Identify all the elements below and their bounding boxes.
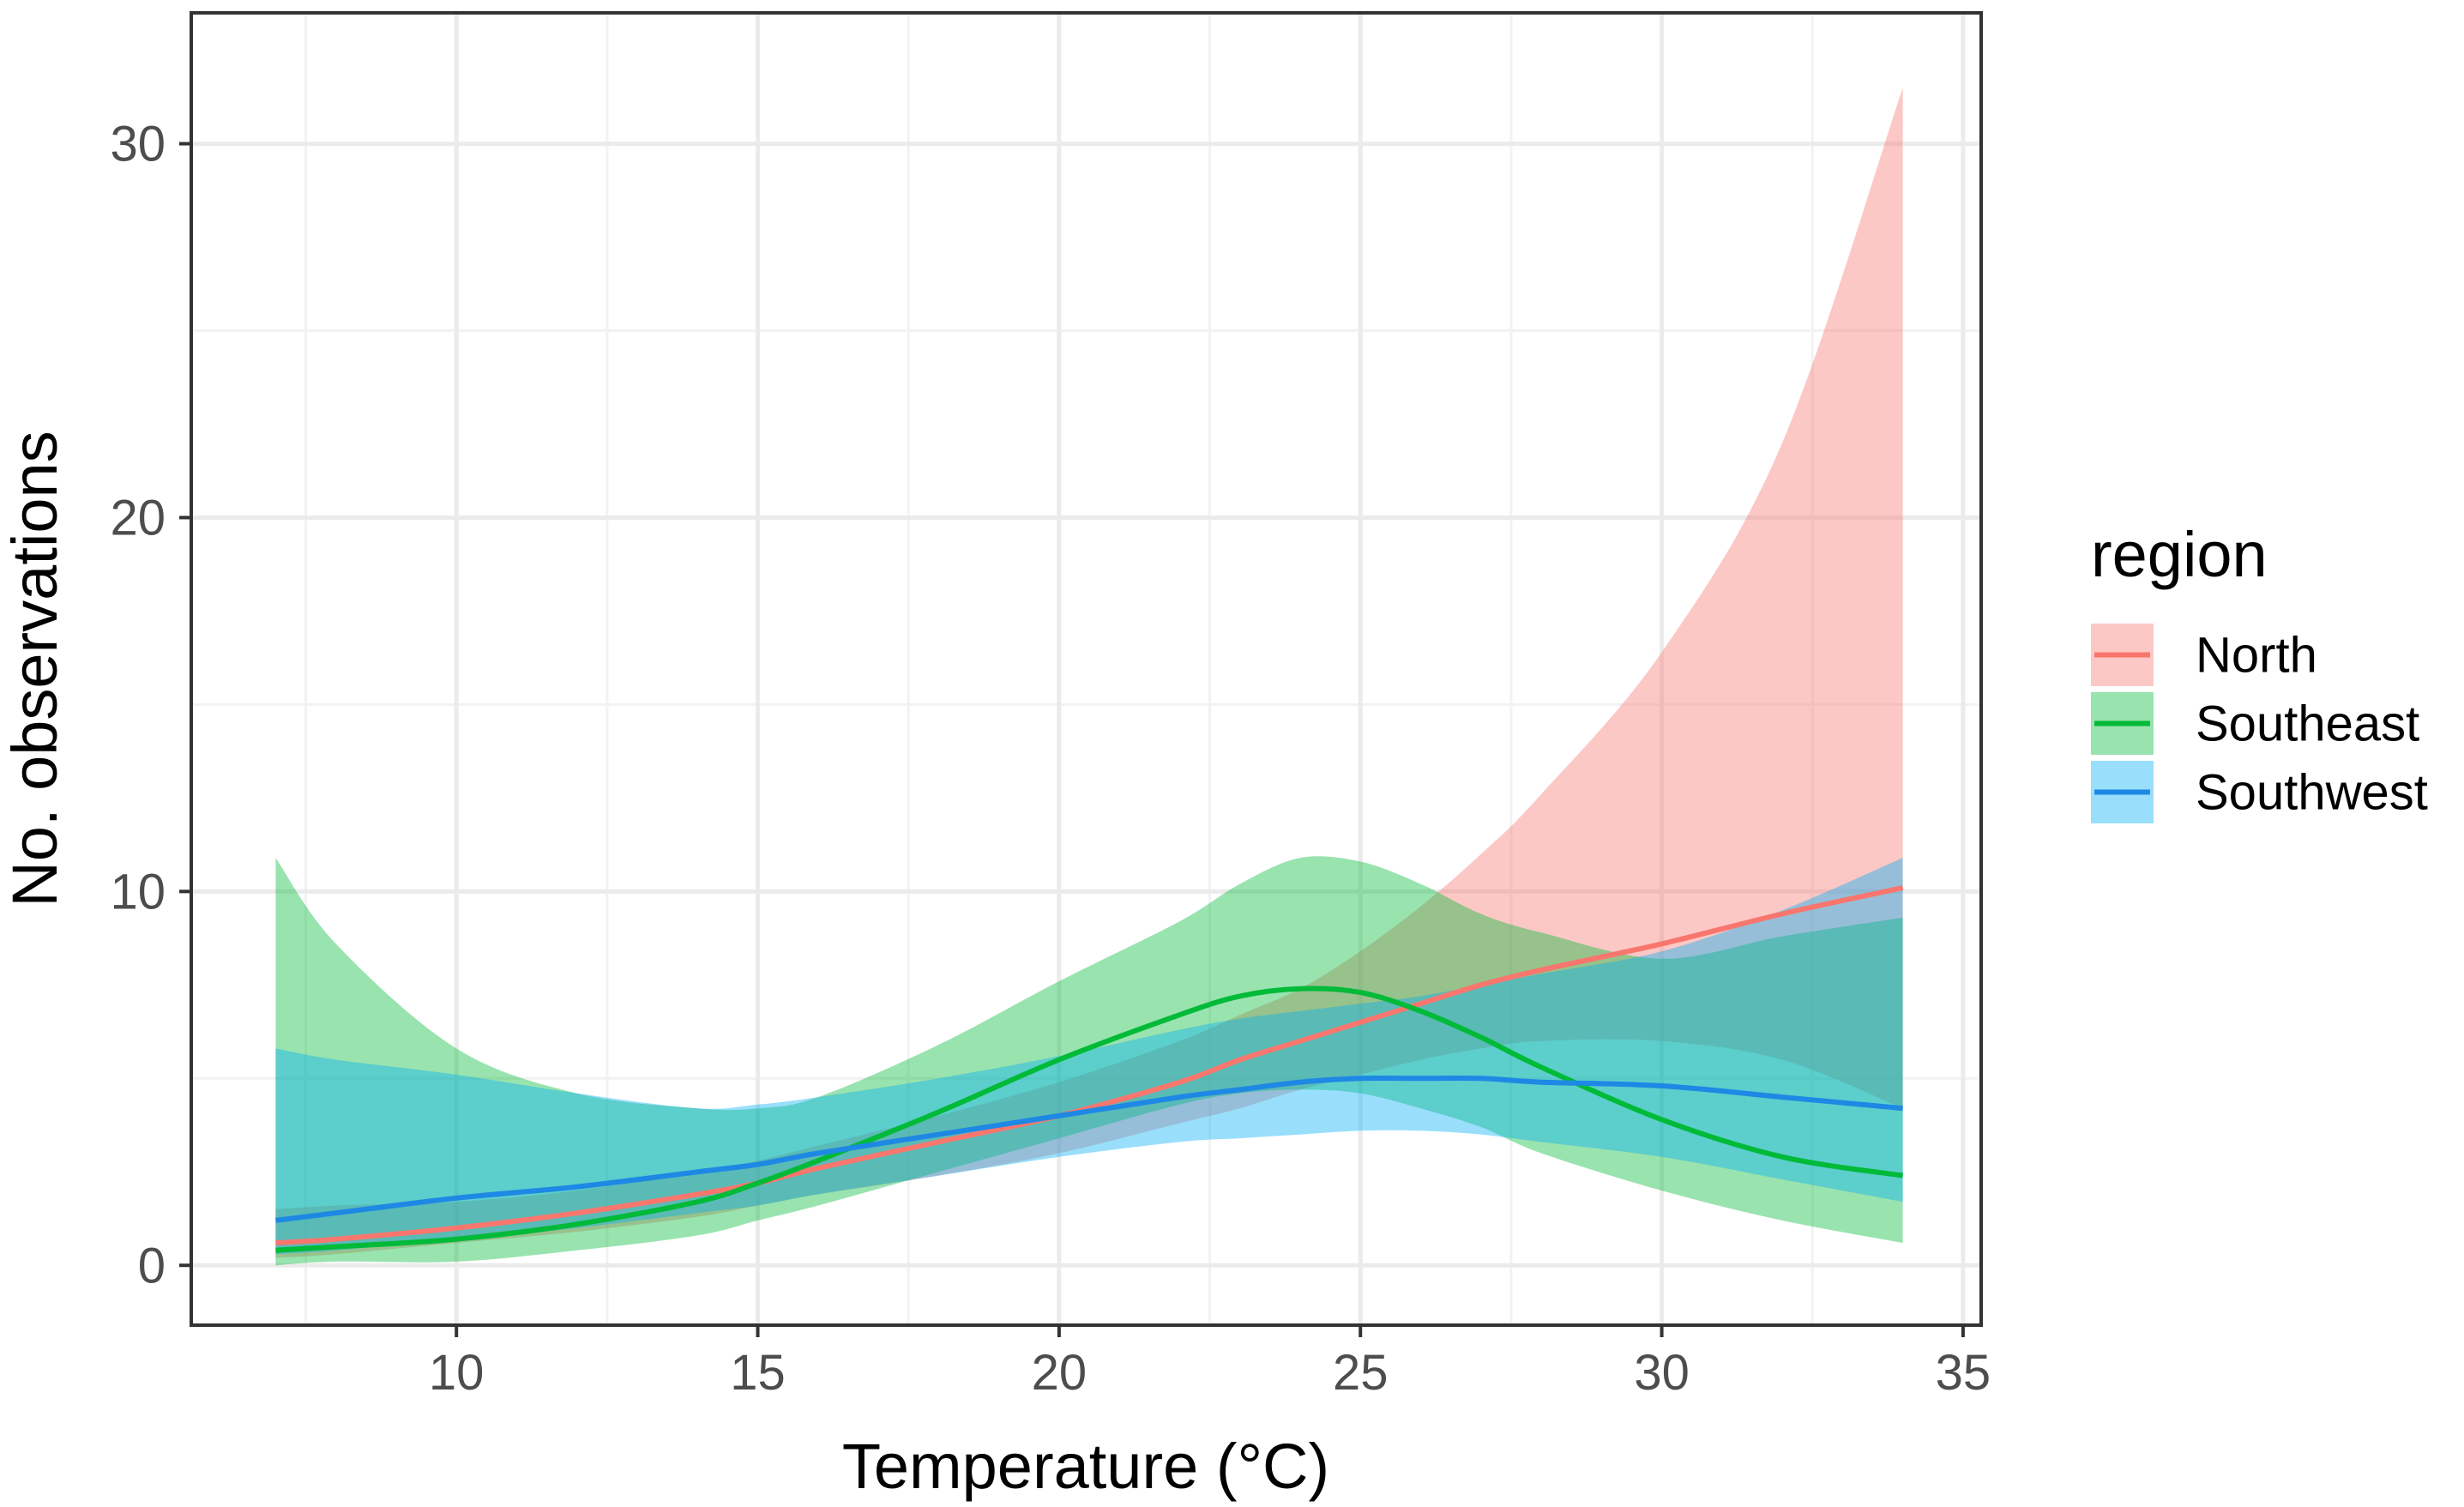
line-southwest xyxy=(275,1075,1903,1223)
series-lines xyxy=(275,885,1904,1253)
grid-major xyxy=(191,13,1981,1325)
grid-minor xyxy=(191,13,1981,1325)
x-axis: 10 15 20 25 30 35 xyxy=(429,1325,1991,1401)
x-tick-label: 20 xyxy=(1032,1345,1087,1401)
x-tick-label: 30 xyxy=(1634,1345,1690,1401)
y-tick-label: 20 xyxy=(110,490,166,546)
x-tick-label: 15 xyxy=(730,1345,786,1401)
plot-border xyxy=(190,11,1983,1327)
legend-label-southeast: Southeast xyxy=(2196,696,2419,752)
legend-title: region xyxy=(2091,519,2268,590)
ribbon-southwest xyxy=(275,858,1903,1255)
y-tick-label: 30 xyxy=(110,117,166,172)
x-axis-title: Temperature (°C) xyxy=(842,1431,1329,1502)
line-north xyxy=(275,885,1904,1246)
y-tick-label: 10 xyxy=(110,864,166,919)
legend-label-southwest: Southwest xyxy=(2196,765,2428,821)
ribbon-southeast xyxy=(275,856,1903,1266)
legend-label-north: North xyxy=(2196,628,2317,684)
y-tick-label: 0 xyxy=(138,1238,166,1293)
y-axis-title: No. observations xyxy=(0,431,70,907)
y-axis: 0 10 20 30 xyxy=(110,117,191,1293)
ribbon-north xyxy=(275,87,1903,1258)
x-tick-label: 10 xyxy=(429,1345,485,1401)
x-tick-label: 35 xyxy=(1936,1345,1991,1401)
legend: region North Southeast Southwest xyxy=(2091,519,2428,823)
confidence-ribbons xyxy=(275,87,1903,1266)
x-tick-label: 25 xyxy=(1333,1345,1389,1401)
